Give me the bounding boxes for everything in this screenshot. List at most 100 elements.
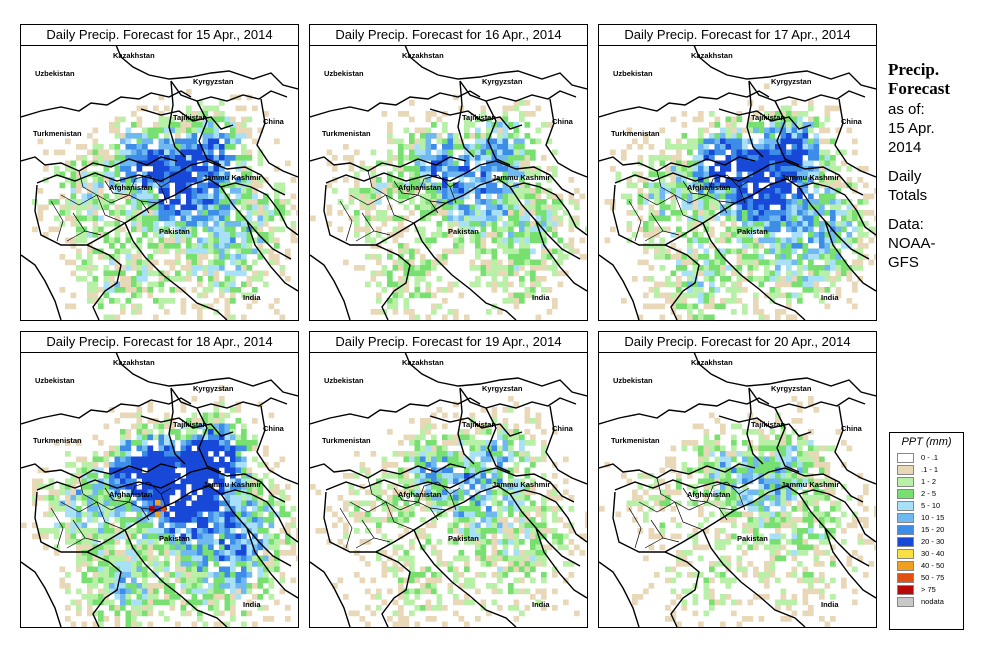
- map-label-jammu-kashmir: Jammu Kashmir: [203, 480, 262, 489]
- map-label-uzbekistan: Uzbekistan: [324, 69, 364, 78]
- legend-label: 0 - .1: [921, 453, 939, 462]
- map-label-china: China: [552, 424, 573, 433]
- legend-label: nodata: [921, 597, 944, 606]
- map-label-india: India: [532, 600, 550, 609]
- precip-grid: [21, 45, 298, 320]
- precip-grid: [599, 352, 876, 627]
- map-label-india: India: [243, 600, 261, 609]
- precip-map[interactable]: Kazakhstan Uzbekistan Kyrgyzstan Tajikistan…: [599, 45, 876, 320]
- map-label-tajikistan: Tajikistan: [173, 113, 208, 122]
- map-label-china: China: [263, 117, 284, 126]
- map-label-tajikistan: Tajikistan: [751, 420, 786, 429]
- precip-map[interactable]: Kazakhstan Uzbekistan Kyrgyzstan Tajikistan…: [21, 45, 298, 320]
- panel-title: Daily Precip. Forecast for 15 Apr., 2014: [21, 25, 298, 46]
- legend-label: > 75: [921, 585, 936, 594]
- legend-item: 50 - 75: [890, 572, 963, 584]
- map-label-india: India: [532, 293, 550, 302]
- map-label-afghanistan: Afghanistan: [109, 490, 153, 499]
- legend-item: 40 - 50: [890, 560, 963, 572]
- legend-label: 15 - 20: [921, 525, 945, 534]
- map-label-china: China: [552, 117, 573, 126]
- forecast-panel-1: Daily Precip. Forecast for 15 Apr., 2014…: [20, 24, 299, 321]
- map-label-afghanistan: Afghanistan: [398, 183, 442, 192]
- precip-map[interactable]: Kazakhstan Uzbekistan Kyrgyzstan Tajikistan…: [599, 352, 876, 627]
- map-label-kazakhstan: Kazakhstan: [113, 358, 155, 367]
- legend-swatch: [897, 573, 914, 583]
- map-label-pakistan: Pakistan: [737, 227, 768, 236]
- legend-swatch: [897, 513, 914, 523]
- legend-swatch: [897, 501, 914, 511]
- legend-swatch: [897, 453, 914, 463]
- map-label-turkmenistan: Turkmenistan: [611, 436, 660, 445]
- map-label-kazakhstan: Kazakhstan: [402, 358, 444, 367]
- precip-map[interactable]: Kazakhstan Uzbekistan Kyrgyzstan Tajikistan…: [21, 352, 298, 627]
- precip-grid: [599, 45, 876, 320]
- legend-swatch: [897, 465, 914, 475]
- as-of-date-line1: 15 Apr.: [888, 120, 935, 137]
- map-label-pakistan: Pakistan: [159, 534, 190, 543]
- panel-title: Daily Precip. Forecast for 19 Apr., 2014: [310, 332, 587, 353]
- data-source-line2: NOAA-: [888, 235, 936, 252]
- map-label-kazakhstan: Kazakhstan: [113, 51, 155, 60]
- legend-item: 1 - 2: [890, 476, 963, 488]
- legend-label: 2 - 5: [921, 489, 937, 498]
- legend-item: nodata: [890, 596, 963, 608]
- panel-title: Daily Precip. Forecast for 16 Apr., 2014: [310, 25, 587, 46]
- sidebar-title: Precip. Forecast: [888, 60, 950, 98]
- map-label-kyrgyzstan: Kyrgyzstan: [193, 384, 234, 393]
- map-label-afghanistan: Afghanistan: [398, 490, 442, 499]
- legend-title: PPT (mm): [901, 436, 952, 448]
- legend-swatch: [897, 537, 914, 547]
- legend-item: 5 - 10: [890, 500, 963, 512]
- precip-grid: [310, 45, 587, 320]
- map-label-china: China: [263, 424, 284, 433]
- map-label-jammu-kashmir: Jammu Kashmir: [781, 480, 840, 489]
- map-label-uzbekistan: Uzbekistan: [324, 376, 364, 385]
- map-label-kyrgyzstan: Kyrgyzstan: [482, 77, 523, 86]
- legend-swatch: [897, 597, 914, 607]
- map-label-pakistan: Pakistan: [159, 227, 190, 236]
- precip-map[interactable]: Kazakhstan Uzbekistan Kyrgyzstan Tajikistan…: [310, 352, 587, 627]
- legend-label: 10 - 15: [921, 513, 945, 522]
- map-label-turkmenistan: Turkmenistan: [322, 436, 371, 445]
- precip-legend: PPT (mm) 0 - .1 .1 - 1 1 - 2 2 - 5 5 - 10 10 …: [889, 432, 964, 630]
- legend-swatch: [897, 525, 914, 535]
- precip-grid: [21, 352, 298, 627]
- map-label-tajikistan: Tajikistan: [462, 113, 497, 122]
- map-label-kazakhstan: Kazakhstan: [402, 51, 444, 60]
- map-label-kyrgyzstan: Kyrgyzstan: [193, 77, 234, 86]
- forecast-info: Precip. Forecast as of: 15 Apr. 2014 Dai…: [888, 60, 980, 272]
- map-label-india: India: [821, 600, 839, 609]
- legend-label: 30 - 40: [921, 549, 945, 558]
- legend-item: 20 - 30: [890, 536, 963, 548]
- map-label-uzbekistan: Uzbekistan: [613, 69, 653, 78]
- legend-swatch: [897, 585, 914, 595]
- totals-line2: Totals: [888, 187, 928, 204]
- map-label-kazakhstan: Kazakhstan: [691, 51, 733, 60]
- legend-label: .1 - 1: [921, 465, 939, 474]
- legend-swatch: [897, 477, 914, 487]
- map-label-jammu-kashmir: Jammu Kashmir: [492, 480, 551, 489]
- legend-swatch: [897, 549, 914, 559]
- map-label-jammu-kashmir: Jammu Kashmir: [492, 173, 551, 182]
- map-label-china: China: [841, 424, 862, 433]
- map-label-jammu-kashmir: Jammu Kashmir: [203, 173, 262, 182]
- map-label-pakistan: Pakistan: [737, 534, 768, 543]
- as-of-label: as of:: [888, 101, 925, 118]
- legend-item: 10 - 15: [890, 512, 963, 524]
- legend-item: 15 - 20: [890, 524, 963, 536]
- forecast-panel-2: Daily Precip. Forecast for 16 Apr., 2014…: [309, 24, 588, 321]
- map-label-tajikistan: Tajikistan: [751, 113, 786, 122]
- map-label-kyrgyzstan: Kyrgyzstan: [771, 384, 812, 393]
- map-label-afghanistan: Afghanistan: [687, 490, 731, 499]
- legend-item: 30 - 40: [890, 548, 963, 560]
- precip-map[interactable]: Kazakhstan Uzbekistan Kyrgyzstan Tajikistan…: [310, 45, 587, 320]
- legend-item: 2 - 5: [890, 488, 963, 500]
- data-source-line1: Data:: [888, 216, 924, 233]
- legend-label: 40 - 50: [921, 561, 945, 570]
- totals-line1: Daily: [888, 168, 922, 185]
- legend-label: 1 - 2: [921, 477, 937, 486]
- legend-swatch: [897, 489, 914, 499]
- legend-label: 50 - 75: [921, 573, 945, 582]
- panel-title: Daily Precip. Forecast for 20 Apr., 2014: [599, 332, 876, 353]
